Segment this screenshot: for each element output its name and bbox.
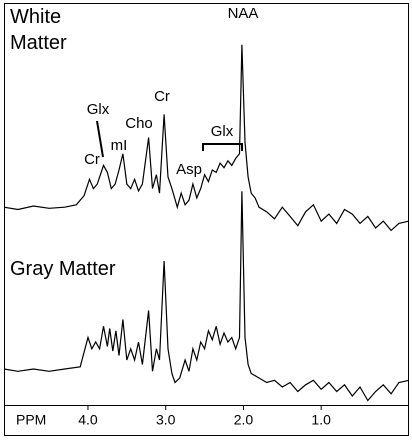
peak-annotation: NAA [228, 5, 259, 22]
peak-annotation: Cr [154, 88, 170, 105]
peak-annotation: Glx [211, 123, 234, 140]
series-label: White Matter [10, 6, 67, 54]
peak-annotation: Asp [176, 161, 202, 178]
series-label: Gray Matter [10, 258, 116, 280]
peak-annotation: Cr [84, 151, 100, 168]
x-tick-label: 2.0 [234, 412, 254, 428]
x-axis-label: PPM [16, 412, 46, 428]
peak-annotation: Glx [87, 101, 110, 118]
glx-bracket [202, 143, 243, 151]
x-tick-label: 1.0 [311, 412, 331, 428]
frame [4, 3, 409, 436]
x-tick-label: 4.0 [78, 412, 98, 428]
spectrum-line [3, 44, 410, 232]
peak-annotation: Cho [125, 115, 153, 132]
peak-annotation: mI [111, 137, 128, 154]
x-tick-label: 3.0 [156, 412, 176, 428]
spectrum-line [3, 191, 410, 402]
glx-pointer [96, 120, 104, 158]
